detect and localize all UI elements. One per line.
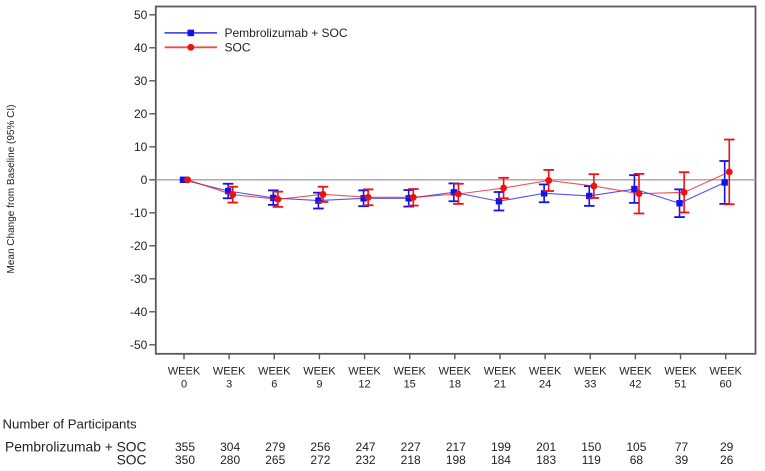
svg-text:304: 304 <box>220 440 240 454</box>
svg-text:-20: -20 <box>130 239 148 253</box>
svg-text:105: 105 <box>626 440 646 454</box>
svg-text:15: 15 <box>404 379 416 391</box>
svg-text:68: 68 <box>630 453 644 467</box>
svg-text:217: 217 <box>446 440 466 454</box>
svg-text:18: 18 <box>449 379 461 391</box>
svg-text:Number of Participants: Number of Participants <box>3 417 138 432</box>
svg-text:WEEK: WEEK <box>213 366 246 378</box>
svg-text:227: 227 <box>401 440 421 454</box>
svg-text:119: 119 <box>582 453 601 467</box>
svg-text:12: 12 <box>358 379 370 391</box>
svg-text:39: 39 <box>675 453 689 467</box>
svg-text:0: 0 <box>181 379 187 391</box>
svg-text:10: 10 <box>134 140 148 154</box>
svg-text:WEEK: WEEK <box>709 366 742 378</box>
svg-text:Pembrolizumab + SOC: Pembrolizumab + SOC <box>5 440 147 455</box>
svg-text:WEEK: WEEK <box>303 366 336 378</box>
svg-text:WEEK: WEEK <box>393 366 426 378</box>
svg-text:50: 50 <box>134 8 148 22</box>
svg-text:WEEK: WEEK <box>439 366 472 378</box>
svg-text:SOC: SOC <box>117 453 147 468</box>
svg-text:WEEK: WEEK <box>664 366 697 378</box>
svg-text:198: 198 <box>446 453 466 467</box>
svg-text:355: 355 <box>175 440 195 454</box>
svg-text:WEEK: WEEK <box>619 366 652 378</box>
svg-text:42: 42 <box>629 379 641 391</box>
svg-text:279: 279 <box>265 440 285 454</box>
svg-text:24: 24 <box>539 379 551 391</box>
svg-text:29: 29 <box>720 440 734 454</box>
svg-text:33: 33 <box>584 379 596 391</box>
svg-text:0: 0 <box>141 173 148 187</box>
svg-text:265: 265 <box>265 453 285 467</box>
svg-text:SOC: SOC <box>225 40 251 54</box>
svg-text:-40: -40 <box>130 305 148 319</box>
svg-text:Pembrolizumab + SOC: Pembrolizumab + SOC <box>225 26 348 40</box>
svg-text:WEEK: WEEK <box>574 366 607 378</box>
svg-text:9: 9 <box>316 379 322 391</box>
svg-text:280: 280 <box>220 453 240 467</box>
svg-text:21: 21 <box>494 379 506 391</box>
svg-text:60: 60 <box>720 379 732 391</box>
svg-text:350: 350 <box>175 453 195 467</box>
svg-text:-10: -10 <box>130 206 148 220</box>
svg-text:WEEK: WEEK <box>258 366 291 378</box>
svg-text:218: 218 <box>401 453 421 467</box>
svg-text:247: 247 <box>356 440 376 454</box>
svg-text:WEEK: WEEK <box>484 366 517 378</box>
svg-text:199: 199 <box>491 440 511 454</box>
svg-text:51: 51 <box>674 379 686 391</box>
svg-text:Mean Change from Baseline (95%: Mean Change from Baseline (95% CI) <box>6 105 17 274</box>
svg-text:184: 184 <box>491 453 511 467</box>
svg-text:232: 232 <box>356 453 376 467</box>
svg-text:-30: -30 <box>130 272 148 286</box>
svg-text:20: 20 <box>134 107 148 121</box>
svg-text:WEEK: WEEK <box>168 366 201 378</box>
svg-text:30: 30 <box>134 74 148 88</box>
svg-text:26: 26 <box>720 453 734 467</box>
svg-text:40: 40 <box>134 41 148 55</box>
svg-text:272: 272 <box>310 453 330 467</box>
svg-text:6: 6 <box>271 379 277 391</box>
svg-text:183: 183 <box>536 453 556 467</box>
svg-text:256: 256 <box>310 440 330 454</box>
svg-text:3: 3 <box>226 379 232 391</box>
svg-text:77: 77 <box>675 440 689 454</box>
svg-text:-50: -50 <box>130 338 148 352</box>
svg-text:150: 150 <box>581 440 601 454</box>
svg-text:WEEK: WEEK <box>529 366 562 378</box>
svg-text:WEEK: WEEK <box>348 366 381 378</box>
svg-text:201: 201 <box>536 440 556 454</box>
